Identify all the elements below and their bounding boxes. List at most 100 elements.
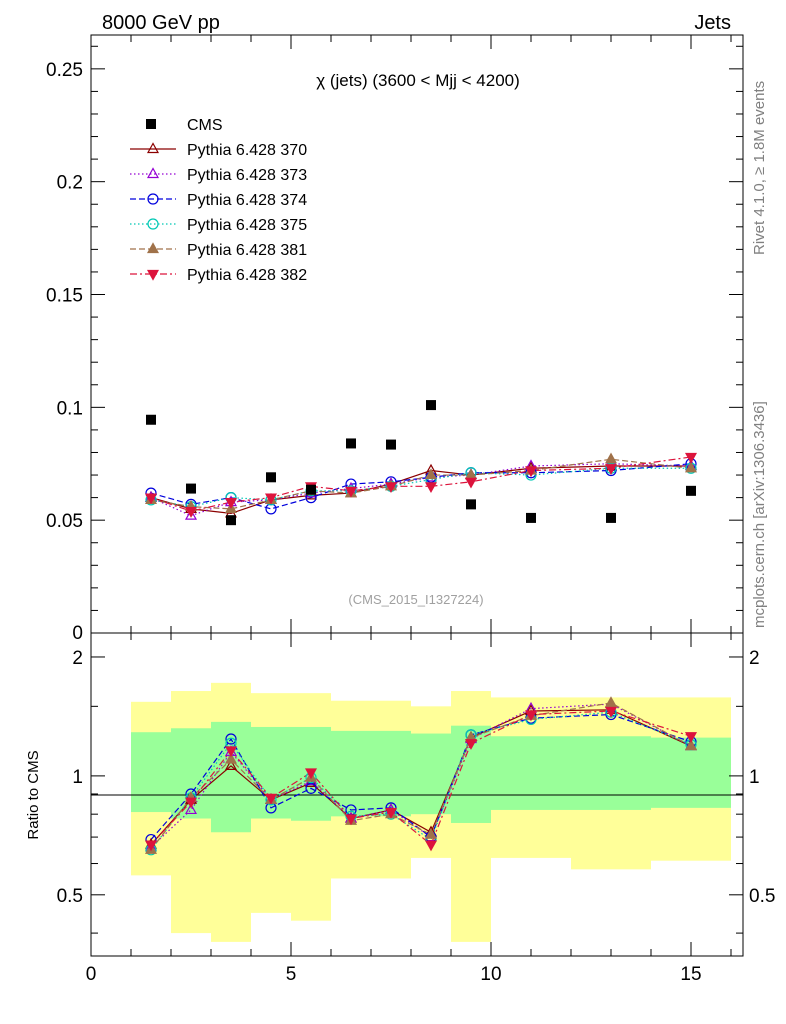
ratio-series-1-point-1 (184, 803, 198, 815)
series-5-point-0 (144, 493, 158, 505)
legend-marker-3 (147, 218, 159, 230)
ratio-series-5-point-10 (604, 706, 618, 718)
cms-data-point-4 (306, 484, 316, 495)
legend: CMS Pythia 6.428 370 Pythia 6.428 373 Pythi… (130, 117, 307, 284)
series-4-point-8 (464, 468, 478, 480)
header-right-title: Jets (694, 12, 731, 34)
ratio-ytick-label-left: 1 (72, 767, 83, 788)
cms-data-point-2 (226, 515, 236, 526)
ratio-ytick-label-left: 2 (72, 648, 83, 669)
series-5-point-9 (524, 466, 538, 478)
ratio-xtick-label: 10 (480, 964, 501, 985)
series-4-point-10 (604, 452, 618, 464)
series-5-point-11 (684, 452, 698, 464)
series-4-point-7 (424, 468, 438, 480)
legend-label-3: Pythia 6.428 375 (187, 217, 307, 234)
cms-data-point-0 (146, 414, 156, 425)
series-5-point-3 (264, 493, 278, 505)
cms-data-point-8 (466, 499, 476, 510)
ratio-ytick-label-left: 0.5 (57, 886, 83, 907)
ratio-line-0 (150, 709, 692, 845)
ratio-series-5-point-4 (304, 768, 318, 780)
series-5-point-6 (384, 482, 398, 494)
ratio-series-5-point-5 (344, 814, 358, 826)
ratio-series-0-point-2 (224, 759, 238, 770)
ratio-ytick-label-right: 0.5 (749, 886, 775, 907)
ratio-series-5-point-11 (684, 732, 698, 743)
ratio-series-5-point-6 (384, 807, 398, 819)
cms-data-point-5 (346, 438, 356, 449)
ratio-series-2-point-2 (225, 733, 237, 745)
series-5-point-2 (224, 498, 238, 509)
main-ytick-label: 0.1 (57, 398, 83, 419)
ratio-series-5-point-9 (524, 710, 538, 722)
cms-data-point-6 (386, 439, 396, 450)
ratio-line-5 (150, 710, 692, 846)
ratio-band-inner-9 (571, 736, 651, 810)
series-line-4 (150, 458, 692, 510)
ratio-band-inner-0 (131, 732, 171, 813)
series-1-point-1 (184, 508, 198, 520)
ratio-series-5-point-2 (224, 746, 238, 758)
ratio-line-3 (150, 711, 692, 851)
series-5-point-7 (424, 482, 438, 494)
main-ytick-label: 0.05 (46, 511, 83, 532)
main-panel: 0.05 0.1 0.15 0.2 0.25 0 χ (jets) (3600 < Mjj… (46, 34, 744, 644)
ratio-band-inner-5 (331, 730, 411, 817)
ratio-series-5-point-7 (424, 840, 438, 852)
source-watermark: (CMS_2015_I1327224) (348, 592, 483, 607)
legend-label-2: Pythia 6.428 374 (187, 192, 307, 209)
series-4-point-11 (684, 461, 698, 473)
ratio-ytick-label-right: 1 (749, 767, 760, 788)
legend-marker-5 (146, 269, 160, 281)
ratio-series-5-point-0 (144, 840, 158, 852)
ratio-series-5-point-8 (464, 739, 478, 750)
ratio-panel: 0.5 0.5 1 1 2 2 0 5 10 15 Ratio to CMS (25, 632, 775, 985)
ratio-band-inner-8 (491, 736, 571, 810)
legend-label-0: Pythia 6.428 370 (187, 142, 307, 159)
legend-marker-2 (147, 193, 159, 205)
main-chart-title: χ (jets) (3600 < Mjj < 4200) (316, 71, 520, 90)
legend-label-cms: CMS (187, 117, 223, 134)
ratio-series-4-point-2 (224, 752, 238, 764)
cms-data-point-7 (426, 400, 436, 411)
ratio-ytick-label-right: 2 (749, 648, 760, 669)
series-5-point-10 (604, 464, 618, 476)
ratio-series-5-point-3 (264, 793, 278, 805)
cms-data-point-1 (186, 483, 196, 494)
side-text-rivet: Rivet 4.1.0, ≥ 1.8M events (751, 81, 768, 255)
series-5-point-1 (184, 507, 198, 518)
cms-data-point-3 (266, 472, 276, 483)
series-line-3 (150, 467, 691, 508)
cms-data-point-11 (686, 485, 696, 496)
ratio-ylabel: Ratio to CMS (25, 750, 42, 839)
cms-data-point-9 (526, 512, 536, 523)
main-ytick-label: 0.15 (46, 286, 83, 307)
series-5-point-8 (464, 477, 478, 489)
main-ytick-label: 0.2 (57, 173, 83, 194)
series-line-5 (150, 456, 692, 512)
cms-data-point-10 (606, 512, 616, 523)
ratio-xtick-label: 5 (286, 964, 297, 985)
header-left-title: 8000 GeV pp (102, 12, 220, 34)
legend-marker-cms (146, 119, 156, 129)
legend-marker-4 (146, 242, 160, 254)
ratio-line-2 (150, 713, 692, 840)
ratio-xtick-label: 0 (86, 964, 97, 985)
ratio-series-4-point-10 (604, 696, 618, 708)
series-5-point-5 (344, 486, 358, 498)
ratio-series-4-point-7 (424, 827, 438, 839)
ratio-series-4-point-11 (684, 739, 698, 751)
legend-marker-0 (146, 142, 160, 154)
ratio-xtick-label: 15 (680, 964, 701, 985)
ratio-line-1 (150, 703, 692, 848)
series-line-2 (150, 463, 692, 510)
legend-marker-1 (146, 167, 160, 179)
main-ytick-label-zero: 0 (72, 623, 83, 644)
ratio-series-2-point-4 (305, 782, 317, 794)
main-ytick-label: 0.25 (46, 60, 83, 81)
legend-label-4: Pythia 6.428 381 (187, 242, 307, 259)
ratio-frame (90, 632, 744, 957)
side-text-mcplots: mcplots.cern.ch [arXiv:1306.3436] (751, 401, 768, 628)
